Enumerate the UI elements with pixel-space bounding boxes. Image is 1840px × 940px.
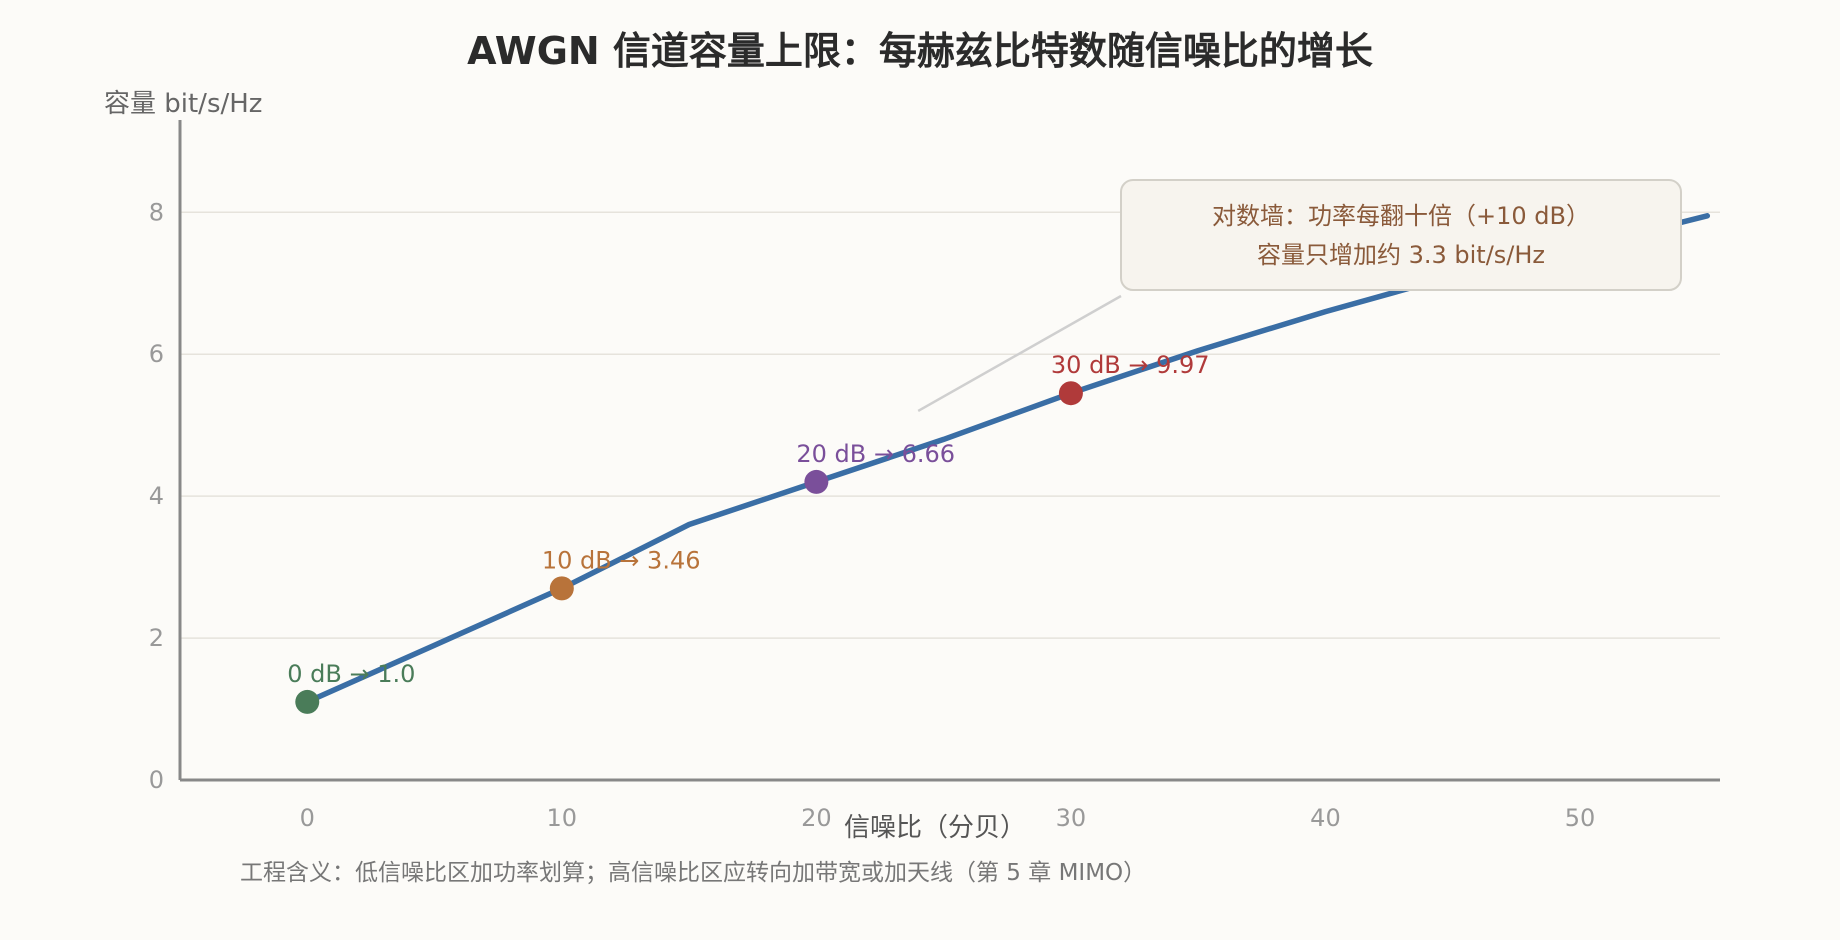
- data-point-0: [295, 689, 320, 714]
- annotation-line-1: 对数墙：功率每翻十倍（+10 dB）: [1212, 202, 1590, 230]
- x-tick-label: 0: [300, 804, 315, 832]
- x-tick-labels: 0 10 20 30 40 50: [300, 804, 1596, 832]
- x-tick-label: 20: [801, 804, 832, 832]
- data-label-3: 30 dB → 9.97: [1051, 351, 1210, 379]
- axes: [178, 120, 1720, 782]
- x-tick-label: 10: [547, 804, 578, 832]
- marker-labels: 0 dB → 1.0 10 dB → 3.46 20 dB → 6.66 30 dB …: [287, 351, 1209, 688]
- y-tick-label: 4: [149, 482, 164, 510]
- data-markers: [295, 381, 1083, 714]
- x-tick-label: 40: [1310, 804, 1341, 832]
- data-label-0: 0 dB → 1.0: [287, 660, 415, 688]
- footnote: 工程含义：低信噪比区加功率划算；高信噪比区应转向加带宽或加天线（第 5 章 MI…: [240, 860, 1146, 886]
- data-label-2: 20 dB → 6.66: [796, 440, 955, 468]
- annotation-leader-line: [917, 294, 1122, 413]
- data-point-1: [549, 576, 574, 601]
- x-tick-label: 30: [1056, 804, 1087, 832]
- x-axis-label: 信噪比（分贝）: [844, 813, 1026, 843]
- data-point-3: [1058, 381, 1083, 406]
- y-tick-label: 2: [149, 624, 164, 652]
- annotation-line-2: 容量只增加约 3.3 bit/s/Hz: [1257, 241, 1545, 269]
- y-tick-label: 0: [149, 766, 164, 794]
- y-axis-label: 容量 bit/s/Hz: [104, 89, 262, 119]
- data-label-1: 10 dB → 3.46: [542, 546, 701, 574]
- y-tick-label: 6: [149, 340, 164, 368]
- x-tick-label: 50: [1565, 804, 1596, 832]
- annotation-box: [1120, 179, 1682, 291]
- annotation-callout: 对数墙：功率每翻十倍（+10 dB） 容量只增加约 3.3 bit/s/Hz: [1120, 179, 1682, 291]
- annotation-leader: [917, 294, 1122, 413]
- y-tick-labels: 0 2 4 6 8: [149, 198, 164, 794]
- data-point-2: [804, 469, 829, 494]
- y-tick-label: 8: [149, 198, 164, 226]
- chart-title: AWGN 信道容量上限：每赫兹比特数随信噪比的增长: [467, 29, 1373, 73]
